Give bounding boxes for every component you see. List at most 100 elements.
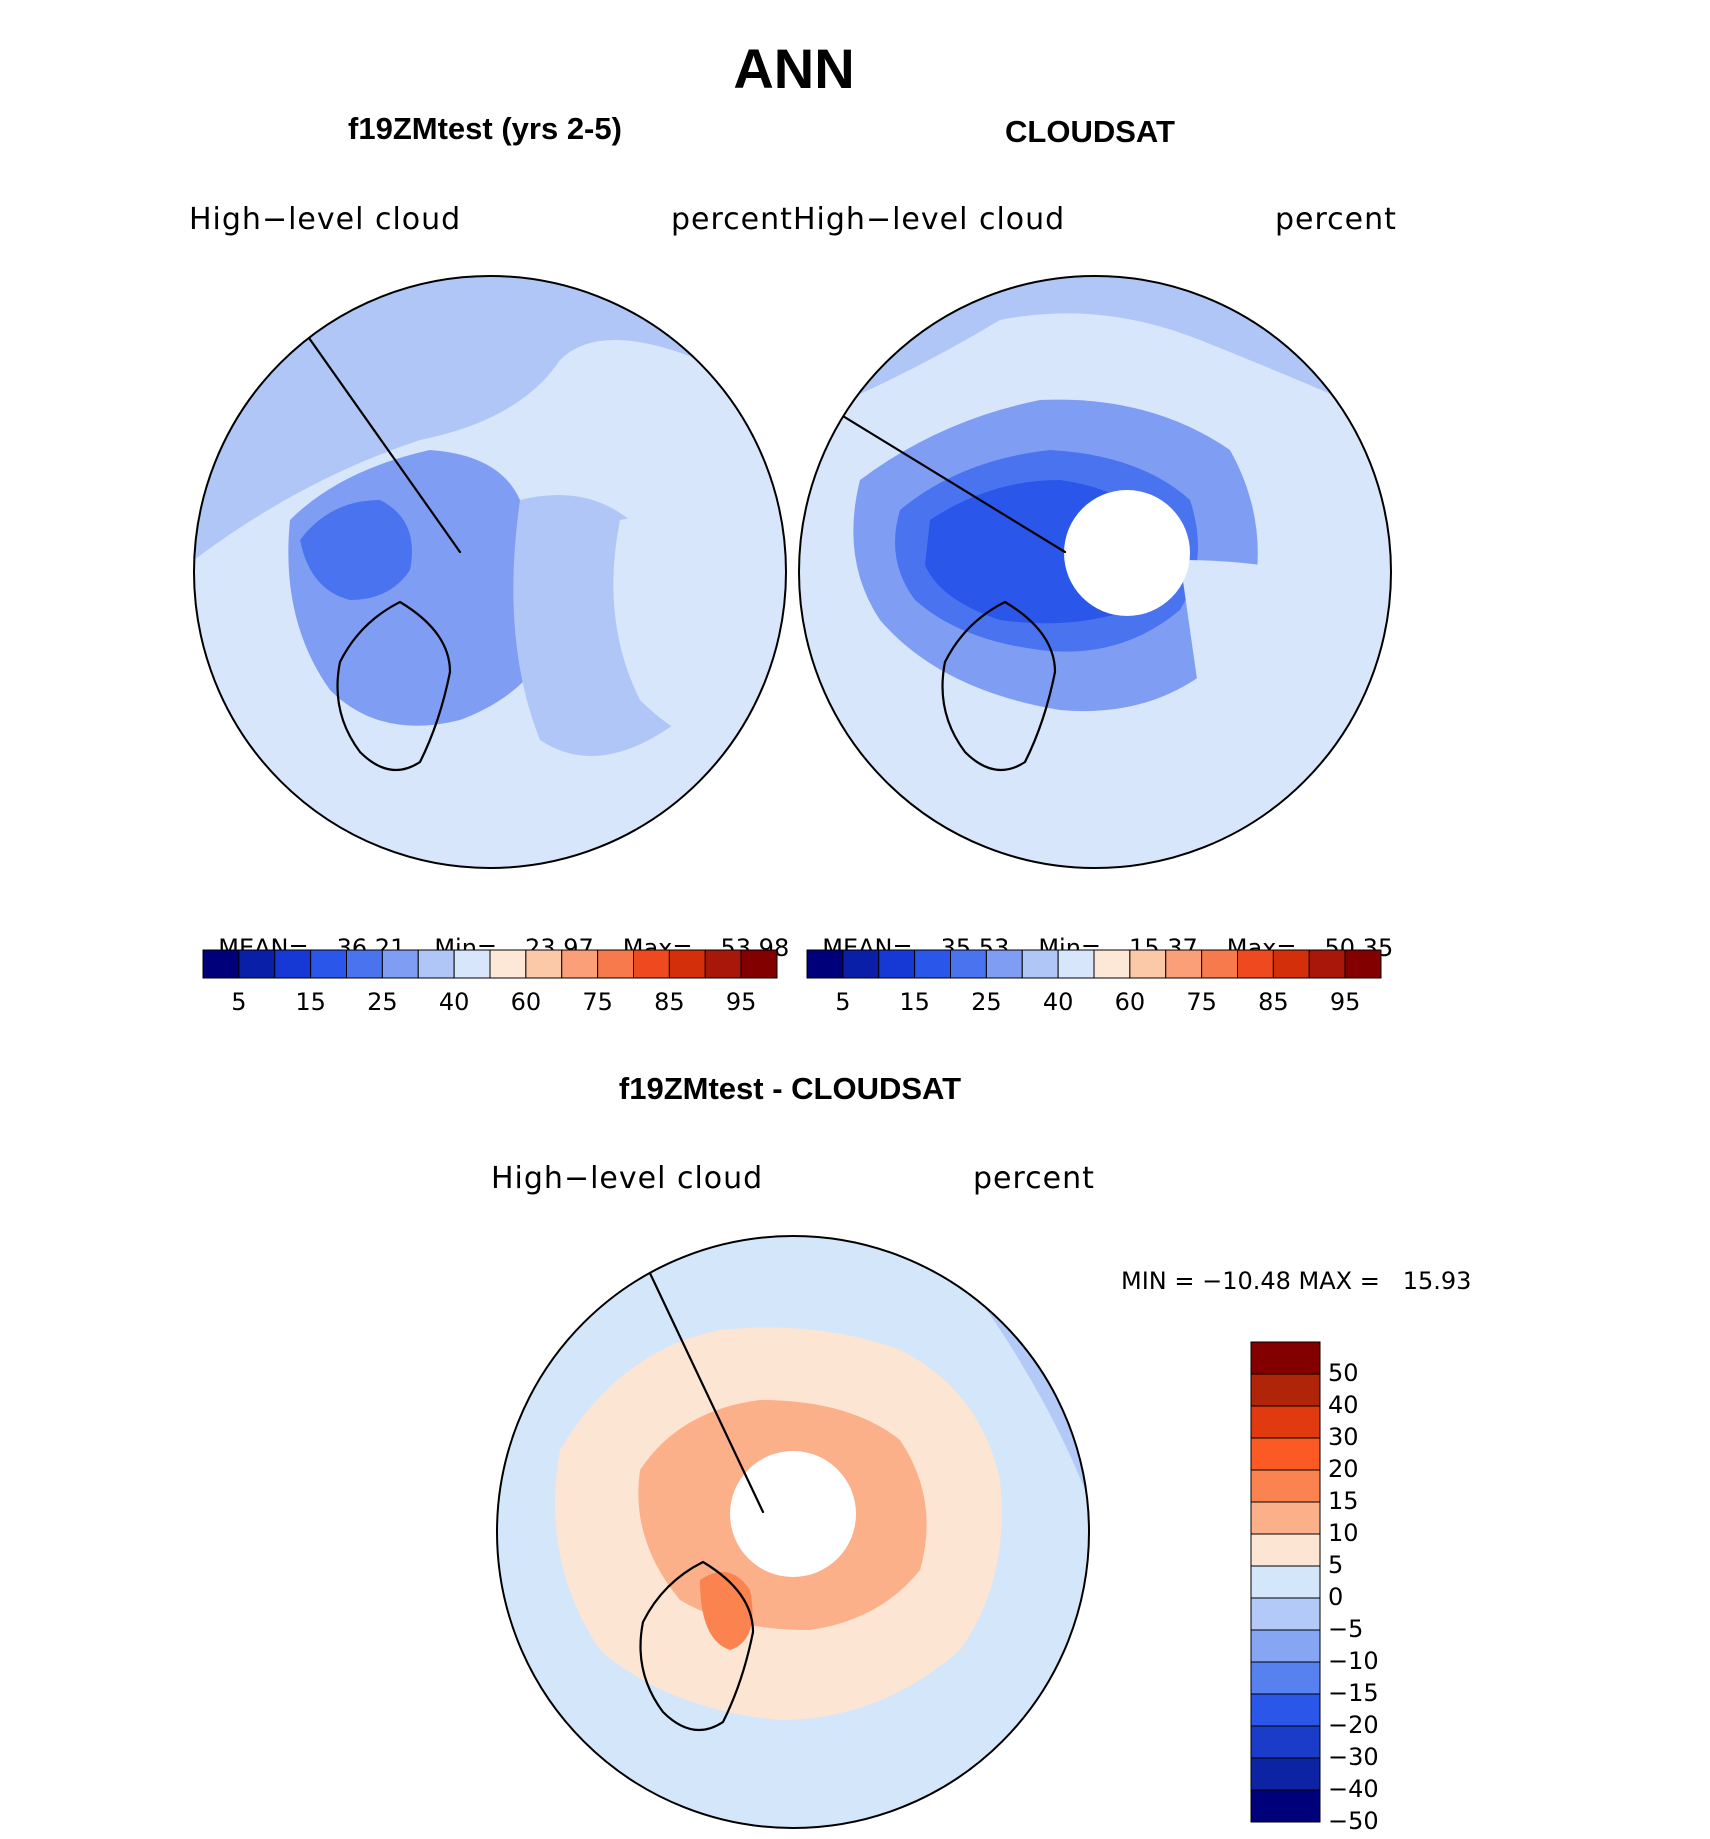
obs-colorbar-swatch: [806, 949, 844, 979]
model-colorbar-swatch: [238, 949, 276, 979]
obs-colorbar-tick-label: 15: [899, 988, 930, 1016]
diff-colorbar-tick-label: −15: [1328, 1679, 1379, 1707]
model-colorbar-tick-label: 15: [295, 988, 326, 1016]
diff-colorbar-tick-label: −20: [1328, 1711, 1379, 1739]
diff-colorbar-tick-label: −30: [1328, 1743, 1379, 1771]
obs-colorbar-tick-label: 40: [1042, 988, 1074, 1016]
diff-colorbar-tick-label: −10: [1328, 1647, 1379, 1675]
model-colorbar-swatch: [202, 949, 240, 979]
model-colorbar-swatch: [704, 949, 742, 979]
model-colorbar-swatch: [597, 949, 634, 979]
model-colorbar-swatch: [668, 949, 706, 979]
obs-colorbar-swatch: [842, 949, 880, 979]
model-colorbar-tick-label: 85: [654, 988, 685, 1016]
obs-colorbar-swatch: [985, 949, 1023, 979]
diff-colorbar-swatch: [1250, 1565, 1321, 1599]
obs-colorbar-swatch: [1129, 949, 1167, 979]
obs-colorbar-swatch: [950, 949, 987, 979]
diff-colorbar-swatch: [1250, 1661, 1321, 1695]
diff-colorbar-swatch: [1250, 1437, 1321, 1471]
model-colorbar-tick-label: 95: [725, 988, 757, 1016]
diff-colorbar-tick-label: 0: [1328, 1583, 1344, 1611]
diff-coast-segment: [639, 1560, 755, 1732]
diff-missing-polar-cap: [730, 1451, 856, 1577]
model-colorbar-swatch: [417, 949, 455, 979]
obs-colorbar-tick-label: 25: [971, 988, 1002, 1016]
model-colorbar-swatch: [561, 949, 599, 979]
diff-colorbar: [1250, 1341, 1321, 1823]
diff-variable-label: High−level cloud: [491, 1161, 764, 1196]
diff-minmax: MIN = −10.48 MAX = 15.93: [1121, 1267, 1472, 1295]
obs-colorbar-swatch: [914, 949, 951, 979]
obs-coastlines: [799, 276, 1067, 772]
diff-colorbar-swatch: [1250, 1405, 1321, 1439]
obs-colorbar-tick-label: 60: [1114, 988, 1146, 1016]
diff-colorbar-tick-label: 30: [1328, 1423, 1359, 1451]
model-colorbar-swatch: [310, 949, 347, 979]
diff-colorbar-swatch: [1250, 1373, 1321, 1407]
model-colorbar-swatch: [274, 949, 312, 979]
model-colorbar-tick-label: 60: [510, 988, 542, 1016]
model-map-border: [193, 275, 787, 869]
obs-missing-polar-cap: [1064, 490, 1190, 616]
diff-colorbar-swatch: [1250, 1341, 1321, 1375]
diff-colorbar-swatch: [1250, 1501, 1321, 1535]
model-colorbar-tick-label: 75: [582, 988, 613, 1016]
diff-colorbar-swatch: [1250, 1693, 1321, 1727]
model-contour-core: [300, 500, 412, 600]
model-contour-far-east: [613, 515, 786, 760]
model-colorbar-swatch: [633, 949, 670, 979]
obs-colorbar: [806, 949, 1382, 979]
diff-coastlines: [497, 1236, 765, 1732]
obs-colorbar-tick-label: 95: [1329, 988, 1361, 1016]
diff-colorbar-swatch: [1250, 1789, 1321, 1823]
model-colorbar-swatch: [525, 949, 563, 979]
obs-colorbar-tick-label: 85: [1258, 988, 1289, 1016]
diff-colorbar-swatch: [1250, 1725, 1321, 1759]
obs-colorbar-swatch: [1093, 949, 1131, 979]
model-units-label: percent: [671, 202, 793, 237]
diff-map: [497, 1236, 1089, 1828]
model-coast-segment: [336, 600, 452, 772]
obs-panel-title: CLOUDSAT: [1005, 114, 1175, 149]
model-map: [194, 276, 786, 868]
model-colorbar: [202, 949, 778, 979]
obs-coast-segment: [941, 600, 1057, 772]
obs-map: [799, 276, 1391, 868]
obs-colorbar-tick-label: 5: [835, 988, 851, 1016]
obs-colorbar-swatch: [878, 949, 916, 979]
obs-colorbar-swatch: [1308, 949, 1346, 979]
diff-colorbar-tick-label: 20: [1328, 1455, 1359, 1483]
model-colorbar-swatch: [740, 949, 778, 979]
diff-colorbar-tick-label: 40: [1328, 1391, 1359, 1419]
obs-colorbar-swatch: [1021, 949, 1059, 979]
diff-colorbar-tick-label: −5: [1328, 1615, 1364, 1643]
diff-colorbar-swatch: [1250, 1629, 1321, 1663]
model-colorbar-swatch: [489, 949, 527, 979]
obs-colorbar-swatch: [1165, 949, 1203, 979]
obs-colorbar-swatch: [1237, 949, 1274, 979]
obs-colorbar-swatch: [1201, 949, 1238, 979]
model-colorbar-tick-label: 5: [231, 988, 247, 1016]
diff-colorbar-tick-label: 10: [1328, 1519, 1359, 1547]
model-colorbar-tick-label: 40: [438, 988, 470, 1016]
obs-colorbar-swatch: [1344, 949, 1382, 979]
diff-colorbar-swatch: [1250, 1533, 1321, 1567]
obs-colorbar-swatch: [1272, 949, 1310, 979]
diff-colorbar-swatch: [1250, 1757, 1321, 1791]
diff-colorbar-tick-label: 15: [1328, 1487, 1359, 1515]
model-colorbar-swatch: [346, 949, 383, 979]
model-colorbar-tick-label: 25: [367, 988, 398, 1016]
model-variable-label: High−level cloud: [189, 202, 462, 237]
obs-units-label: percent: [1275, 202, 1397, 237]
model-colorbar-swatch: [453, 949, 491, 979]
diff-panel-title: f19ZMtest - CLOUDSAT: [618, 1071, 962, 1106]
diff-map-border: [496, 1235, 1090, 1829]
figure-title: ANN: [733, 37, 855, 100]
obs-colorbar-swatch: [1057, 949, 1095, 979]
model-panel-title: f19ZMtest (yrs 2-5): [348, 111, 622, 146]
obs-variable-label: High−level cloud: [793, 202, 1066, 237]
diff-colorbar-tick-label: −40: [1328, 1775, 1379, 1803]
diff-units-label: percent: [973, 1161, 1095, 1196]
